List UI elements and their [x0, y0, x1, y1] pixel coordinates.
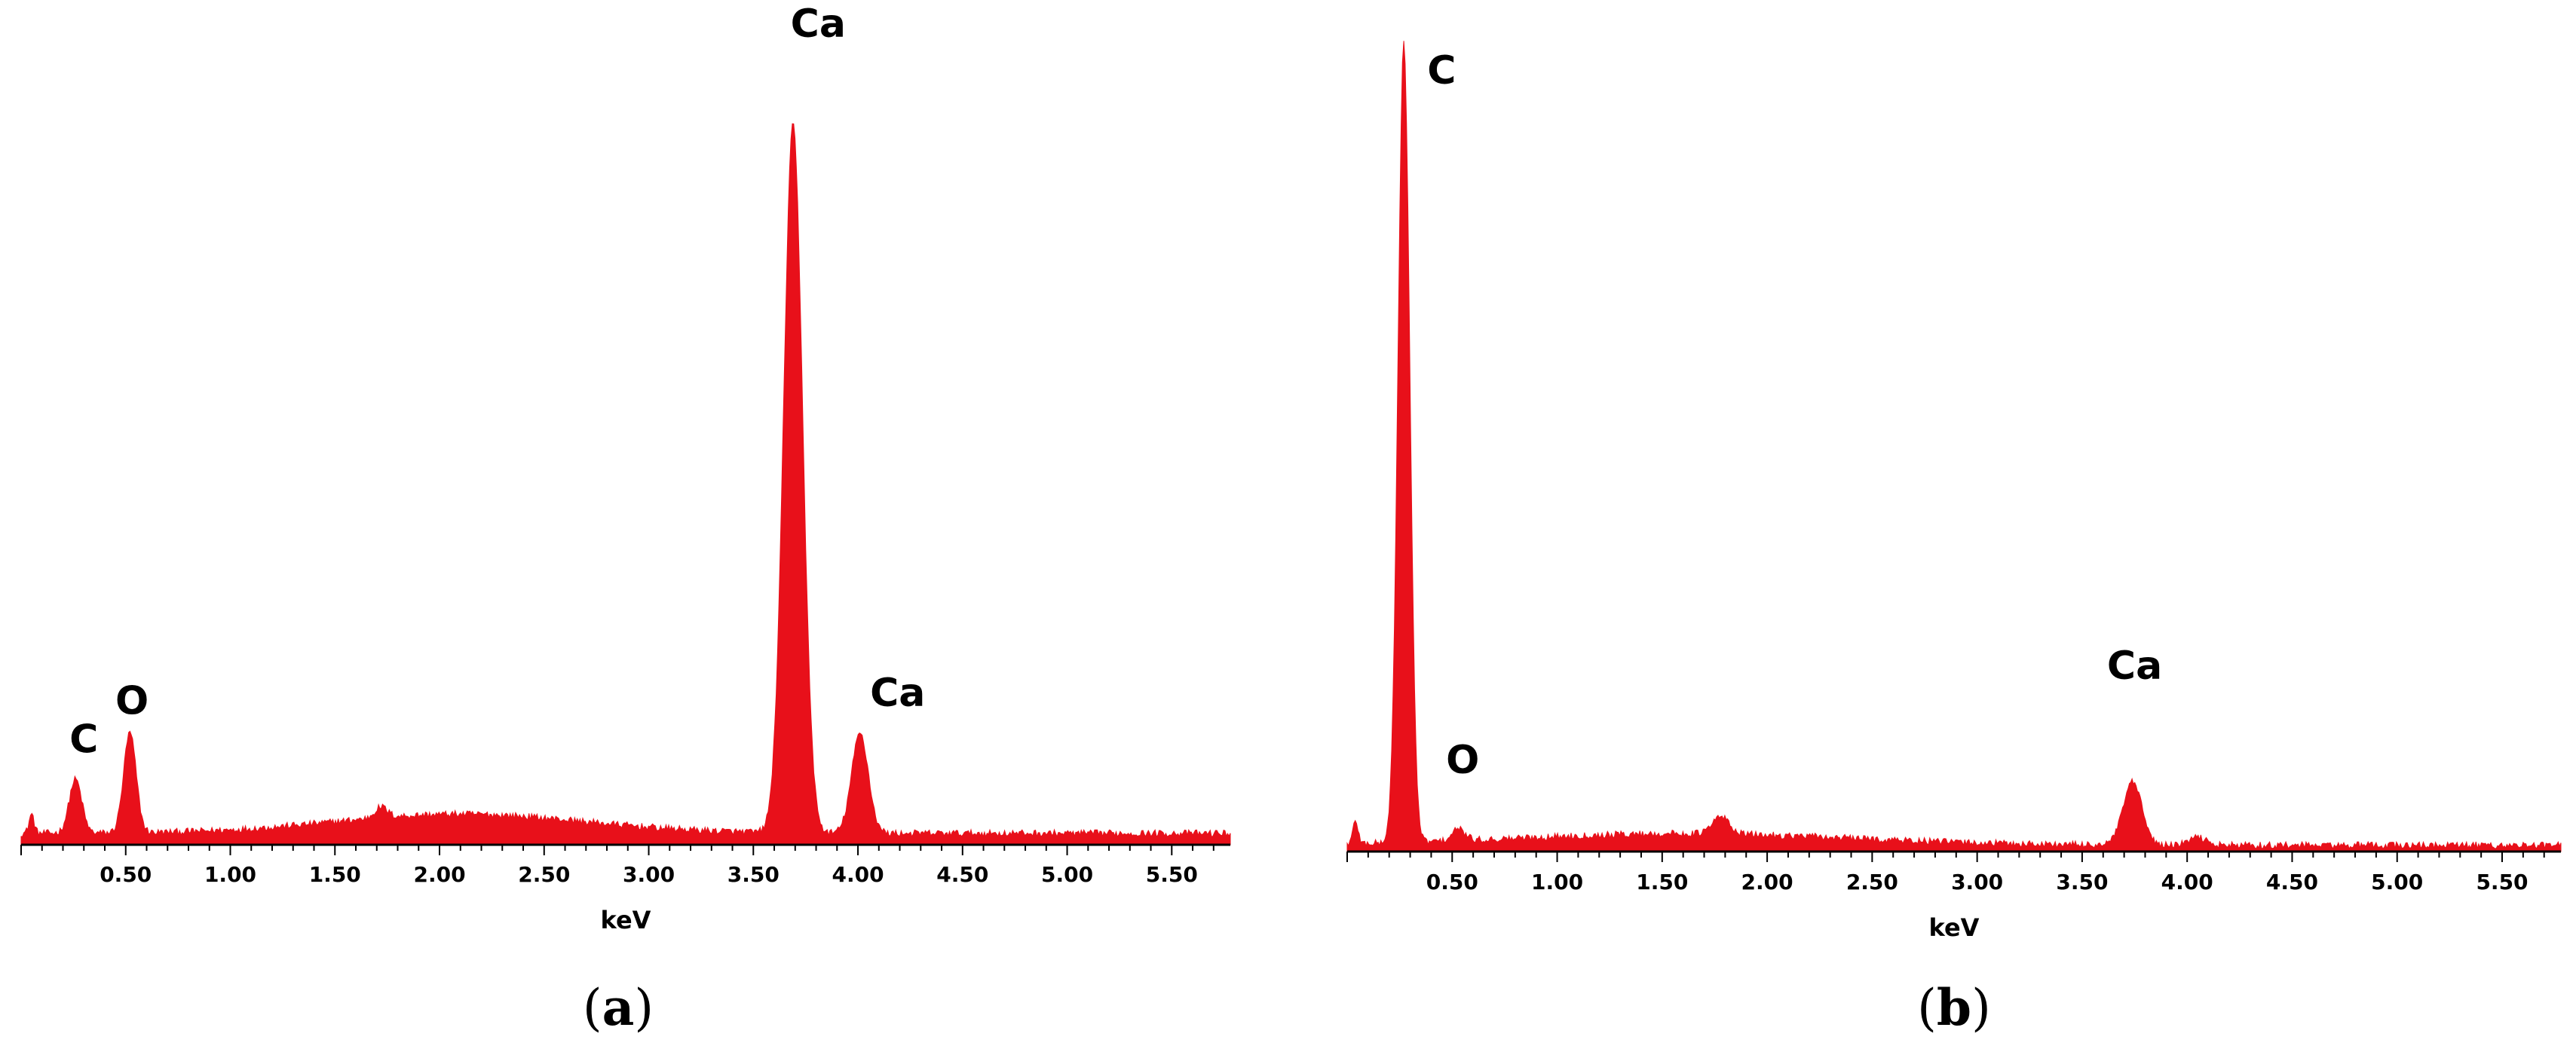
x-tick-label: 0.50 [1426, 870, 1478, 894]
x-axis-title: keV [601, 906, 651, 934]
x-tick-label: 2.00 [1741, 870, 1793, 894]
x-tick-label: 4.00 [2161, 870, 2213, 894]
x-tick-label: 4.00 [832, 862, 884, 887]
peak-label-c: C [1427, 48, 1456, 93]
x-axis-title: keV [1929, 913, 1980, 942]
x-tick-label: 3.50 [727, 862, 780, 887]
peak-label-o: O [1446, 738, 1479, 783]
x-tick-label: 5.50 [2476, 870, 2528, 894]
peak-label-c: C [69, 717, 98, 762]
x-tick-label: 2.00 [413, 862, 465, 887]
spectrum-panel-a: 0.50 1.00 1.50 2.00 2.50 3.00 3.50 4.00 4.50 5.00… [20, 2, 1231, 1037]
x-tick-label: 3.00 [623, 862, 675, 887]
x-tick-label: 1.50 [309, 862, 361, 887]
panel-caption-a: (a) [583, 978, 654, 1037]
peak-label-ca: Ca [791, 2, 846, 47]
peak-label-o: O [115, 678, 149, 723]
spectrum-area [20, 123, 1231, 846]
x-tick-label: 5.50 [1146, 862, 1198, 887]
x-tick-label: 3.00 [1951, 870, 2003, 894]
x-tick-label: 2.50 [1846, 870, 1898, 894]
x-tick-label: 1.00 [1531, 870, 1583, 894]
x-tick-label: 4.50 [2266, 870, 2318, 894]
peak-label-ca: Ca [2107, 644, 2162, 689]
panel-caption-b: (b) [1917, 978, 1991, 1037]
spectrum-panel-b: 0.50 1.00 1.50 2.00 2.50 3.00 3.50 4.00 4.50 5.00… [1346, 41, 2562, 1037]
spectrum-area [1346, 41, 2562, 852]
x-tick-label: 4.50 [936, 862, 988, 887]
x-tick-label: 0.50 [100, 862, 152, 887]
x-tick-label: 3.50 [2056, 870, 2108, 894]
peak-label-ca: Ca [870, 671, 925, 716]
x-tick-label: 1.50 [1636, 870, 1688, 894]
x-tick-label: 1.00 [204, 862, 256, 887]
x-tick-label: 2.50 [518, 862, 570, 887]
x-tick-label: 5.00 [2371, 870, 2423, 894]
x-tick-label: 5.00 [1041, 862, 1093, 887]
